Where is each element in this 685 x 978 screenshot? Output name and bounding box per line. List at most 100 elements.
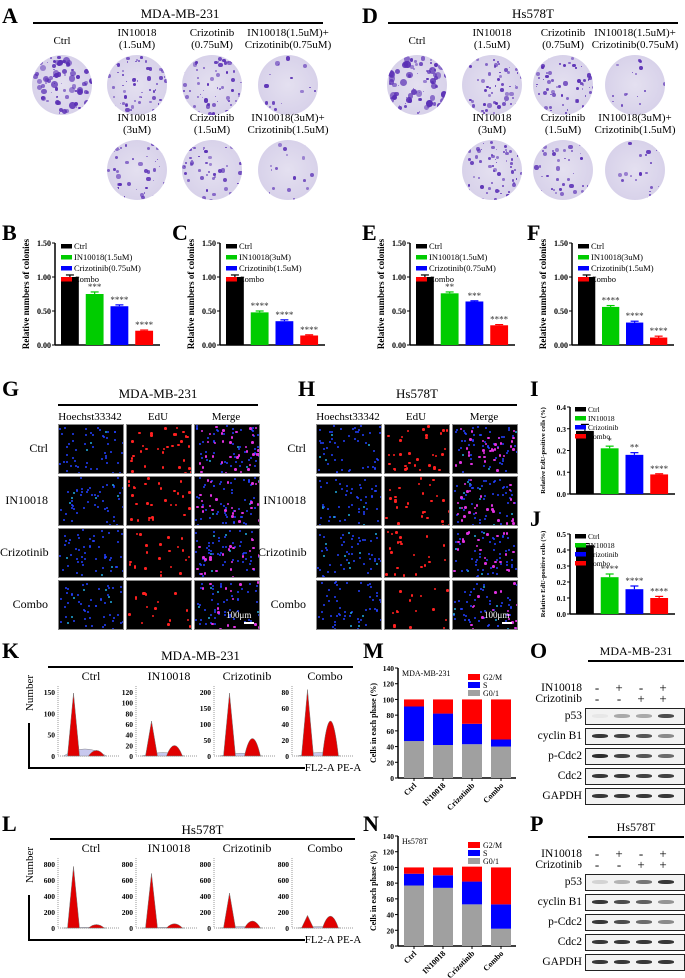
colony-dish [182,140,242,200]
colony-dot [221,86,225,89]
nucleus-dot [108,472,111,473]
legend-label: Ctrl [588,405,600,414]
colony-dot [406,71,413,79]
legend-swatch [575,407,586,412]
nucleus-dot [454,489,457,492]
nucleus-dot [198,477,201,480]
nucleus-dot [375,591,378,594]
colony-dot [587,79,589,81]
stack-g2m-crizotinib [462,699,482,724]
colony-dot [83,99,91,107]
edu-dot [180,440,183,443]
nucleus-dot [224,545,227,548]
edu-dot [252,567,255,571]
nucleus-dot [482,568,485,571]
y-tick-label: 0 [285,752,289,761]
stack-g2m-crizotinib [462,866,482,882]
blot-band [658,940,674,944]
nucleus-dot [482,532,485,535]
colony-dot [639,103,641,105]
colony-dot [113,150,115,153]
panel-label-p: P [530,811,544,836]
edu-dot [180,537,184,540]
colony-dot [137,59,140,62]
nucleus-dot [497,625,500,628]
nucleus-dot [482,536,485,539]
edu-dot [151,516,154,519]
y-tick-label: 20 [387,758,395,767]
nucleus-dot [507,603,510,606]
edu-dot [224,509,227,512]
g2-peak [322,720,339,757]
nucleus-dot [368,583,371,586]
nucleus-dot [369,596,372,599]
colony-dot [118,142,120,144]
nucleus-dot [111,566,114,569]
y-tick-label: 0.50 [554,307,568,316]
nucleus-dot [254,459,257,462]
nucleus-dot [473,535,476,538]
edu-dot [393,624,396,627]
nucleus-dot [72,505,75,508]
colony-dot [232,70,236,73]
nucleus-dot [318,456,321,459]
colony-dot [415,90,423,97]
nucleus-dot [343,568,346,571]
nucleus-dot [493,537,496,540]
edu-dot [200,499,204,503]
colony-dot [155,161,157,163]
colony-dot [644,171,648,175]
nucleus-dot [108,586,111,589]
nucleus-dot [496,604,499,607]
edu-dot [502,532,506,535]
colony-dot [579,152,582,155]
blot-cell-line: MDA-MB-231 [599,644,673,658]
edu-dot [422,428,425,431]
colony-dot [549,93,552,96]
edu-dot [414,573,418,576]
edu-dot [159,487,163,490]
protein-label-p-cdc2: p-Cdc2 [548,750,582,762]
colony-dot [559,63,561,65]
colony-dot [223,177,228,182]
edu-dot [181,549,185,552]
nucleus-dot [506,451,509,454]
x-tick-label: IN10018 [421,781,448,808]
nucleus-dot [499,562,502,565]
nucleus-dot [257,613,259,616]
stack-g01-ctrl [404,741,424,778]
nucleus-dot [216,553,219,556]
nucleus-dot [93,535,95,537]
colony-dot [581,105,585,109]
treatment-sign: + [615,680,623,695]
nucleus-dot [205,458,208,461]
colony-dot [426,78,429,81]
colony-dot [480,149,482,151]
panel-label-e: E [362,220,377,245]
nucleus-dot [336,600,339,603]
colony-dot [115,63,117,66]
colony-dot [434,62,439,67]
nucleus-dot [93,504,96,507]
nucleus-dot [326,576,329,577]
colony-dot [575,87,579,91]
y-tick-label: 0.2 [557,578,567,587]
nucleus-dot [348,514,351,517]
edu-dot [507,617,510,621]
panel-d-underline [388,22,678,24]
significance-label: **** [490,315,509,325]
y-tick-label: 200 [200,908,212,917]
colony-dot [581,88,584,90]
blot-underline [588,660,684,662]
edu-dot [168,619,172,622]
colony-dot [661,112,664,115]
nucleus-dot [339,536,342,539]
nucleus-dot [459,446,462,449]
nucleus-dot [501,534,504,537]
nucleus-dot [76,511,79,514]
colony-dot [204,98,209,103]
nucleus-dot [241,553,244,556]
edu-dot [250,506,253,509]
nucleus-dot [87,610,90,613]
